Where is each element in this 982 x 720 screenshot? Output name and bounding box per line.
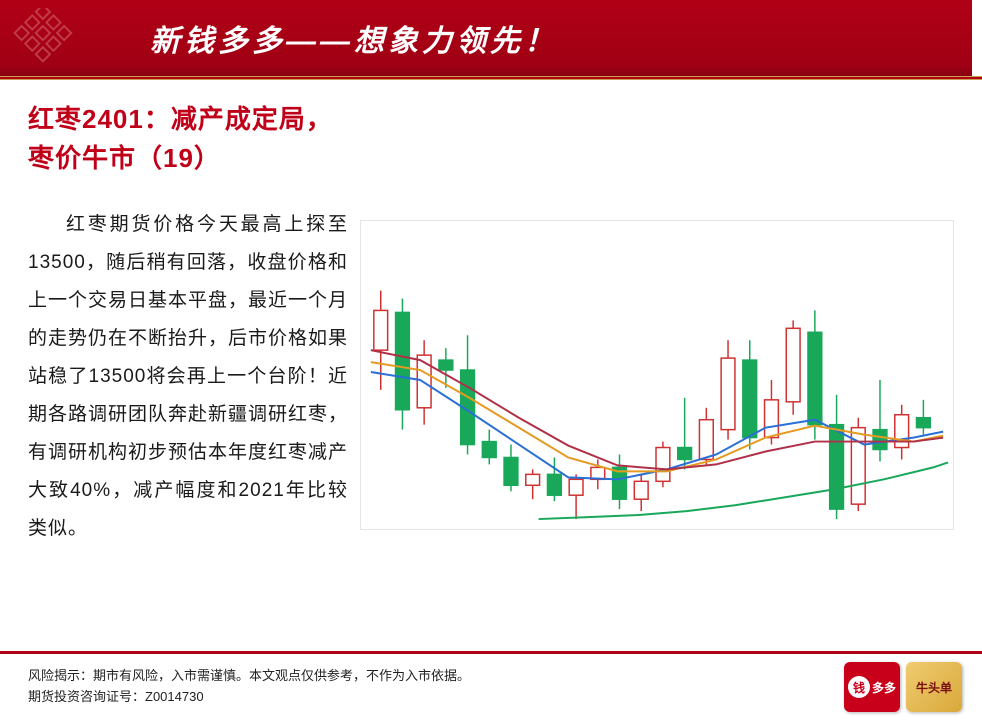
badge-text: 多多 <box>872 679 896 696</box>
banner-pattern-icon <box>0 0 90 78</box>
banner-cut <box>972 0 982 76</box>
badge-gold-text: 牛头单 <box>916 679 952 696</box>
content-area: 红枣2401：减产成定局，枣价牛市（19） 红枣期货价格今天最高上探至13500… <box>0 80 982 548</box>
article-body: 红枣期货价格今天最高上探至13500，随后稍有回落，收盘价格和上一个交易日基本平… <box>28 206 348 548</box>
badge-niutoudan: 牛头单 <box>906 662 962 712</box>
footer-line2: 期货投资咨询证号：Z0014730 <box>28 687 470 708</box>
footer-badges: 钱 多多 牛头单 <box>844 662 962 712</box>
article-column: 红枣2401：减产成定局，枣价牛市（19） 红枣期货价格今天最高上探至13500… <box>28 100 348 548</box>
article-title: 红枣2401：减产成定局，枣价牛市（19） <box>28 100 348 178</box>
footer-disclaimer: 风险揭示：期市有风险，入市需谨慎。本文观点仅供参考，不作为入市依据。 期货投资咨… <box>28 666 470 708</box>
badge-qianduoduo: 钱 多多 <box>844 662 900 712</box>
header-banner: 新钱多多——想象力领先！ <box>0 0 982 80</box>
candlestick-chart <box>360 220 954 530</box>
footer-line1: 风险揭示：期市有风险，入市需谨慎。本文观点仅供参考，不作为入市依据。 <box>28 666 470 687</box>
coin-icon: 钱 <box>848 676 870 698</box>
banner-title: 新钱多多——想象力领先！ <box>150 16 558 60</box>
footer: 风险揭示：期市有风险，入市需谨慎。本文观点仅供参考，不作为入市依据。 期货投资咨… <box>0 651 982 712</box>
